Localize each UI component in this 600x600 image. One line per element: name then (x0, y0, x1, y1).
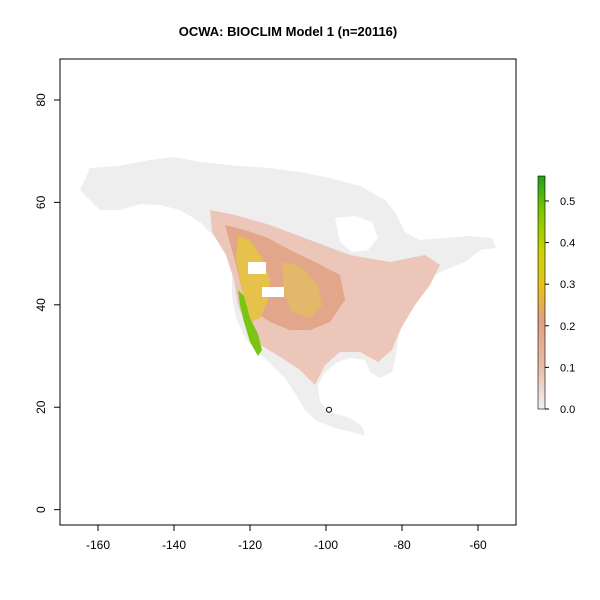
y-tick-label: 80 (34, 93, 48, 107)
colorbar-gradient (537, 175, 546, 410)
colorbar-ticks: 0.0 0.1 0.2 0.3 0.4 0.5 (545, 196, 575, 416)
observation-point (326, 406, 333, 413)
colorbar-tick-label: 0.5 (560, 196, 575, 208)
colorbar-tick-label: 0.3 (560, 279, 575, 291)
colorbar-tick-label: 0.0 (560, 404, 575, 416)
top-suitability-coast (238, 290, 262, 356)
y-tick-label: 60 (34, 195, 48, 209)
y-tick-label: 20 (34, 400, 48, 414)
hudson-bay (335, 216, 378, 252)
y-tick-label: 40 (34, 298, 48, 312)
x-axis: -160 -140 -120 -100 -80 -60 (86, 525, 487, 552)
colorbar-tick-label: 0.2 (560, 321, 575, 333)
colorbar: 0.0 0.1 0.2 0.3 0.4 0.5 (537, 175, 575, 416)
high-suitability-interior (282, 262, 322, 318)
x-tick-label: -80 (393, 538, 411, 552)
colorbar-tick-label: 0.1 (560, 362, 575, 374)
no-data-patch-2 (262, 287, 284, 297)
x-tick-label: -60 (469, 538, 487, 552)
x-tick-label: -140 (162, 538, 186, 552)
colorbar-tick-label: 0.4 (560, 238, 575, 250)
no-data-patch-1 (248, 262, 266, 274)
chart-title: OCWA: BIOCLIM Model 1 (n=20116) (179, 24, 398, 39)
y-tick-label: 0 (34, 506, 48, 513)
x-tick-label: -100 (314, 538, 338, 552)
x-tick-label: -120 (238, 538, 262, 552)
y-axis: 0 20 40 60 80 (34, 93, 60, 513)
suitability-map (80, 157, 496, 436)
plot-frame (59, 58, 517, 526)
x-tick-label: -160 (86, 538, 110, 552)
